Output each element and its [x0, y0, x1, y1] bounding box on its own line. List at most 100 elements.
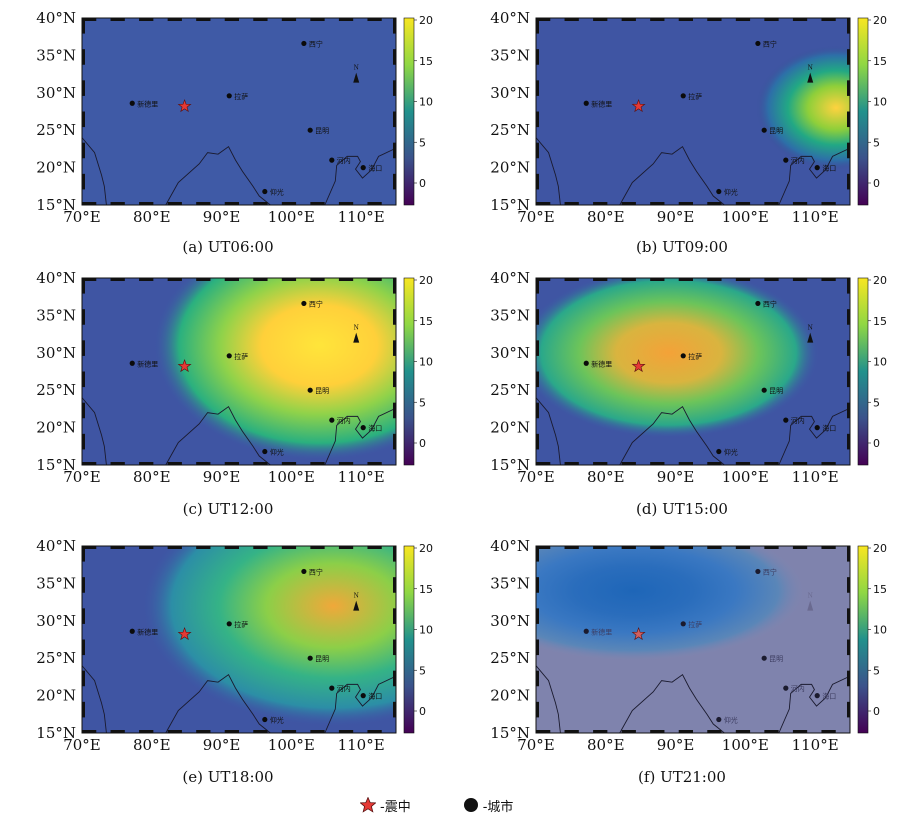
city-label: 西宁 [309, 39, 323, 48]
map-svg: 40°N 35°N 30°N 25°N 20°N 15°N70°E 80°E 90°E 100°… [490, 9, 887, 226]
colorbar-tick-label: 20 [419, 274, 433, 287]
city-dot [716, 716, 722, 723]
frame-tick [593, 278, 608, 281]
lat-label: 30°N [36, 612, 76, 630]
city-label: 海口 [822, 692, 836, 701]
lat-label: 20°N [490, 419, 530, 437]
frame-tick [847, 49, 850, 65]
frame-tick [338, 730, 354, 733]
frame-tick [735, 546, 751, 549]
frame-tick [82, 730, 97, 733]
epicenter-star [631, 627, 646, 641]
lon-label: 90°E [203, 736, 241, 754]
frame-tick [82, 340, 85, 356]
frame-tick [764, 462, 779, 465]
frame-tick [82, 433, 85, 450]
epicenter-star [631, 99, 646, 113]
map-svg: 40°N 35°N 30°N 25°N 20°N 15°N70°E 80°E 90°E 100°… [490, 269, 887, 486]
city-dot [783, 157, 789, 163]
frame-tick [735, 202, 751, 205]
lon-label: 90°E [203, 468, 241, 486]
frame-tick [536, 340, 539, 356]
lon-label: 70°E [517, 468, 555, 486]
frame-tick [393, 546, 396, 562]
city-dot [783, 417, 789, 423]
city-dot [262, 716, 268, 723]
lat-label: 30°N [36, 84, 76, 102]
map-svg: 40°N 35°N 30°N 25°N 20°N 15°N70°E 80°E 90°E 100°… [490, 537, 887, 754]
map-panel-e: 40°N 35°N 30°N 25°N 20°N 15°N 70°E 80°E 90°E 100°… [18, 536, 438, 798]
colorbar-tick-label: 0 [419, 177, 426, 190]
coastline [82, 665, 107, 733]
coastline [324, 147, 396, 205]
city-dot [583, 360, 589, 366]
colorbar-tick-label: 10 [873, 96, 887, 109]
lat-label: 30°N [490, 84, 530, 102]
coastline [324, 675, 396, 733]
frame-tick [196, 546, 211, 549]
frame-tick [367, 278, 382, 281]
city-dot [262, 448, 268, 455]
north-label: N [808, 593, 813, 600]
city-dot [360, 693, 366, 699]
lon-label: 80°E [587, 468, 625, 486]
city-dot [329, 417, 335, 423]
map-svg: 40°N 35°N 30°N 25°N 20°N 15°N70°E 80°E 90°E 100°… [36, 9, 433, 226]
lat-label: 20°N [36, 687, 76, 705]
frame-tick [310, 18, 325, 21]
city-label: 昆明 [769, 387, 783, 395]
frame-tick [393, 340, 396, 356]
lon-label: 90°E [657, 468, 695, 486]
colorbar-tick-label: 15 [419, 583, 433, 596]
frame-tick [253, 278, 268, 281]
coastline [536, 665, 561, 733]
frame-tick [393, 18, 396, 34]
caption-d: (d) UT15:00 [636, 500, 728, 518]
frame-tick [847, 278, 850, 294]
lat-label: 40°N [36, 269, 76, 287]
colorbar-tick-label: 10 [419, 96, 433, 109]
frame-tick [139, 278, 154, 281]
frame-tick [593, 730, 608, 733]
city-dot [301, 40, 307, 47]
lat-label: 30°N [36, 344, 76, 362]
city-dot [360, 425, 366, 431]
frame-tick [310, 202, 325, 205]
city-dot [680, 93, 686, 99]
frame-tick [167, 202, 182, 205]
frame-tick [536, 80, 539, 96]
frame-tick [139, 462, 154, 465]
north-arrow-icon [353, 600, 360, 611]
heat-anomaly [536, 546, 804, 661]
city-label: 新德里 [137, 359, 158, 368]
city-label: 昆明 [769, 127, 783, 135]
map-panel-c: 40°N 35°N 30°N 25°N 20°N 15°N 70°E 80°E 90°E 100°… [18, 268, 438, 530]
lon-label: 110°E [338, 208, 385, 226]
lat-label: 25°N [490, 381, 530, 399]
colorbar-tick-label: 0 [873, 177, 880, 190]
frame-tick [110, 18, 125, 21]
frame-tick [82, 701, 85, 718]
frame-tick [310, 462, 325, 465]
frame-tick [678, 462, 693, 465]
lat-label: 40°N [36, 537, 76, 555]
epicenter-star [631, 359, 646, 373]
city-dot [129, 360, 135, 366]
coastline [778, 407, 850, 465]
city-dot [301, 300, 307, 307]
frame-tick [82, 18, 85, 34]
caption-e: (e) UT18:00 [182, 768, 274, 786]
lat-label: 20°N [36, 159, 76, 177]
colorbar-tick-label: 5 [419, 136, 426, 149]
dot-icon [463, 798, 478, 812]
frame-tick [281, 730, 297, 733]
city-dot [226, 353, 232, 359]
frame-tick [650, 546, 665, 549]
city-label: 昆明 [315, 387, 329, 395]
lon-label: 100°E [722, 736, 769, 754]
frame-tick [536, 18, 539, 34]
lon-label: 80°E [133, 468, 171, 486]
frame-tick [536, 111, 539, 128]
frame-tick [821, 202, 836, 205]
city-label: 拉萨 [688, 352, 702, 361]
